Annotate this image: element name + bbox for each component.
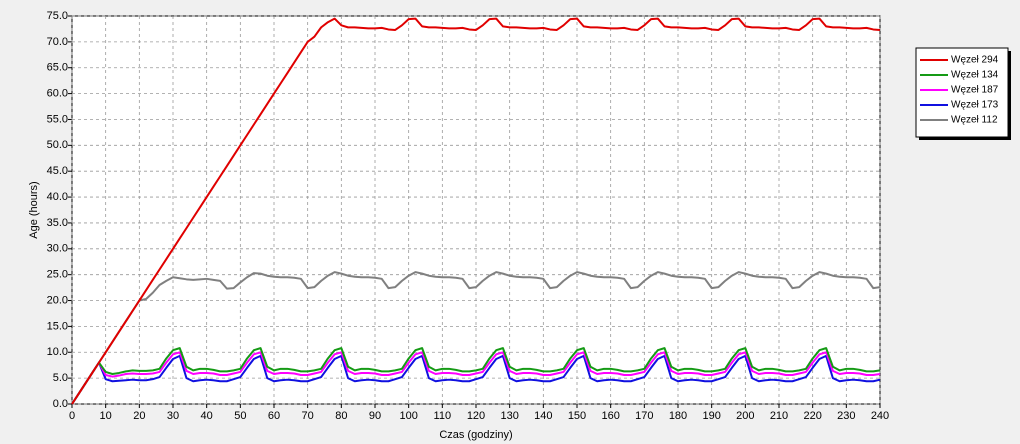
x-tick-label: 10 [100,410,112,422]
x-tick-label: 30 [167,410,179,422]
y-axis-label: Age (hours) [28,181,40,238]
y-tick-label: 65.0 [47,62,68,74]
x-tick-label: 240 [871,410,889,422]
x-tick-label: 80 [335,410,347,422]
series-line [71,17,881,405]
x-tick-label: 70 [302,410,314,422]
y-tick-label: 5.0 [53,372,68,384]
x-tick-label: 90 [369,410,381,422]
legend-box [915,47,1009,138]
x-tick-label: 120 [467,410,485,422]
x-tick-label: 0 [69,410,75,422]
x-tick-label: 100 [399,410,417,422]
y-tick-label: 35.0 [47,217,68,229]
y-tick-label: 75.0 [47,10,68,22]
legend-label: Węzeł 173 [951,100,999,111]
legend-label: Węzeł 187 [951,85,999,96]
x-tick-label: 40 [201,410,213,422]
series-line [71,354,881,405]
x-tick-label: 230 [837,410,855,422]
y-tick-label: 40.0 [47,191,68,203]
legend-label: Węzeł 294 [951,55,999,66]
y-tick-label: 25.0 [47,269,68,281]
x-tick-label: 140 [534,410,552,422]
x-axis-label: Czas (godziny) [439,429,512,441]
x-tick-label: 150 [568,410,586,422]
x-tick-label: 200 [736,410,754,422]
x-tick-label: 210 [770,410,788,422]
x-tick-label: 110 [434,410,452,422]
x-tick-label: 130 [500,410,518,422]
y-tick-label: 30.0 [47,243,68,255]
x-tick-label: 60 [268,410,280,422]
y-tick-label: 45.0 [47,165,68,177]
y-tick-label: 50.0 [47,139,68,151]
legend-label: Węzeł 134 [951,70,999,81]
x-tick-label: 180 [669,410,687,422]
series-line [71,347,881,405]
x-tick-label: 50 [234,410,246,422]
y-tick-label: 15.0 [47,320,68,332]
y-tick-label: 0.0 [53,398,68,410]
y-tick-label: 55.0 [47,113,68,125]
y-tick-label: 70.0 [47,36,68,48]
y-tick-label: 10.0 [47,346,68,358]
x-tick-label: 170 [635,410,653,422]
x-tick-label: 20 [133,410,145,422]
x-tick-label: 190 [702,410,720,422]
series-line [71,351,881,405]
legend-label: Węzeł 112 [951,115,998,126]
y-tick-label: 20.0 [47,294,68,306]
series-line [71,271,881,405]
y-tick-label: 60.0 [47,88,68,100]
x-tick-label: 160 [601,410,619,422]
x-tick-label: 220 [803,410,821,422]
